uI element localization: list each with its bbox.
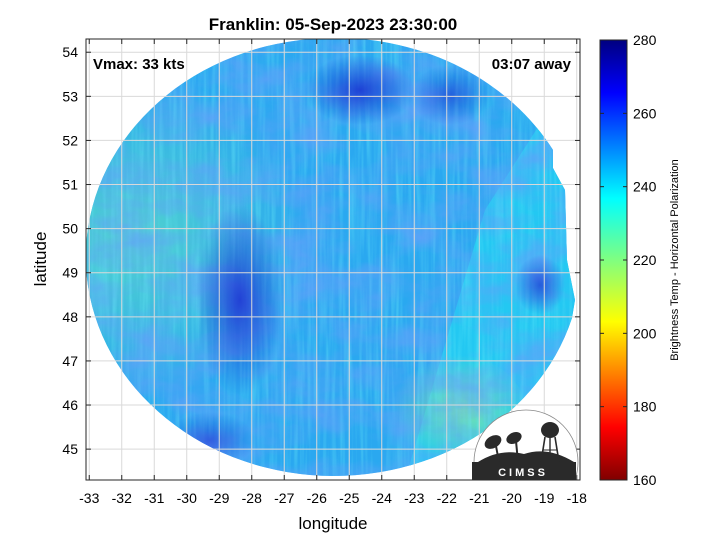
x-tick-label: -22	[437, 490, 457, 506]
vmax-annotation: Vmax: 33 kts	[93, 56, 185, 73]
y-tick-label: 48	[62, 309, 78, 325]
colorbar-tick-label: 180	[633, 399, 657, 415]
y-axis-label: latitude	[31, 232, 50, 287]
colorbar-tick-label: 220	[633, 252, 657, 268]
x-tick-label: -24	[372, 490, 392, 506]
time-away-annotation: 03:07 away	[492, 56, 572, 73]
x-tick-label: -31	[144, 490, 164, 506]
y-axis: 45 46 47 48 49 50 51 52 53 54	[62, 44, 580, 457]
x-tick-label: -29	[209, 490, 229, 506]
y-tick-label: 50	[62, 221, 78, 237]
brightness-temp-swath	[86, 39, 575, 476]
chart-title: Franklin: 05-Sep-2023 23:30:00	[209, 15, 458, 34]
x-tick-label: -21	[469, 490, 489, 506]
y-tick-label: 49	[62, 265, 78, 281]
x-tick-label: -32	[112, 490, 132, 506]
x-tick-label: -23	[404, 490, 424, 506]
x-tick-label: -27	[274, 490, 294, 506]
x-tick-label: -28	[242, 490, 262, 506]
x-axis-label: longitude	[298, 514, 367, 533]
colorbar-tick-label: 160	[633, 472, 657, 488]
colorbar-tick-label: 260	[633, 105, 657, 121]
y-tick-label: 51	[62, 177, 78, 193]
colorbar-tick-label: 200	[633, 325, 657, 341]
x-tick-label: -33	[79, 490, 99, 506]
colorbar: 160 180 200 220 240 260 280 Brightness Temp - …	[599, 32, 681, 488]
axes-box	[85, 38, 581, 481]
x-tick-label: -19	[534, 490, 554, 506]
y-tick-label: 53	[62, 88, 78, 104]
grid-lines	[86, 39, 580, 480]
x-tick-label: -26	[307, 490, 327, 506]
logo-text: CIMSS	[498, 467, 548, 479]
x-tick-label: -25	[339, 490, 359, 506]
x-tick-label: -18	[567, 490, 587, 506]
y-tick-label: 47	[62, 353, 78, 369]
x-tick-label: -20	[502, 490, 522, 506]
colorbar-label: Brightness Temp - Horizontal Polarizatio…	[669, 159, 681, 361]
x-tick-label: -30	[177, 490, 197, 506]
cimss-logo: CIMSS	[472, 409, 579, 480]
colorbar-scale	[599, 39, 628, 481]
y-tick-label: 52	[62, 132, 78, 148]
x-axis: -33 -32 -31 -30 -29 -28 -27 -26 -25 -24 -23 -22 -21-…	[79, 39, 587, 506]
y-tick-label: 45	[62, 441, 78, 457]
y-tick-label: 54	[62, 44, 78, 60]
colorbar-tick-label: 280	[633, 32, 657, 48]
colorbar-tick-label: 240	[633, 179, 657, 195]
y-tick-label: 46	[62, 397, 78, 413]
